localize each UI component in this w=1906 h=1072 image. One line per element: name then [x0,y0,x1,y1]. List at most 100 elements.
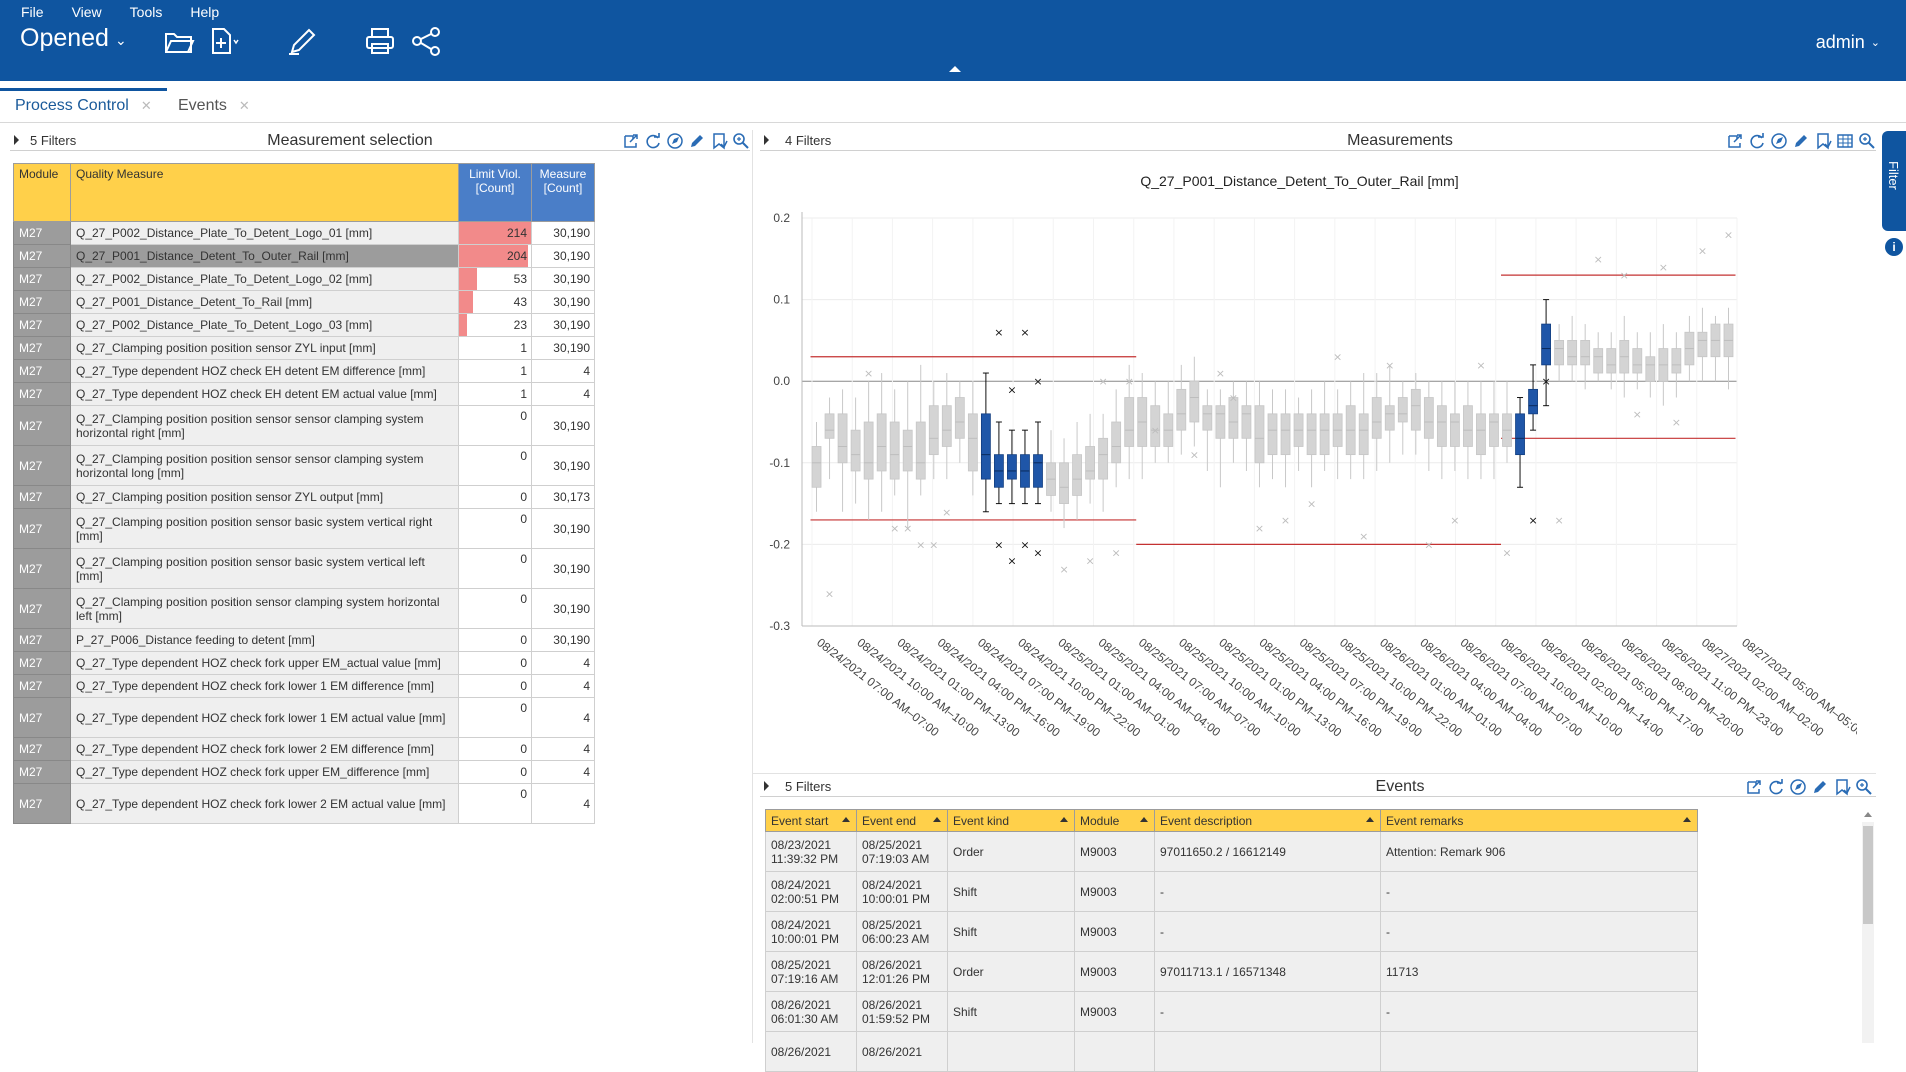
compass-icon[interactable] [1770,132,1788,150]
refresh-icon[interactable] [1767,778,1785,796]
zoom-icon[interactable] [1855,778,1873,796]
table-row[interactable]: 08/26/2021 08/26/2021 [765,1031,1698,1072]
table-row[interactable]: M27 Q_27_Clamping position position senso… [13,445,595,486]
export-icon[interactable] [1726,132,1744,150]
zoom-icon[interactable] [1858,132,1876,150]
panel-divider[interactable] [752,773,1876,774]
measure-count-cell: 30,190 [531,267,595,291]
expand-filters-icon[interactable] [14,135,19,145]
user-menu[interactable]: admin ⌄ [1816,32,1880,53]
table-row[interactable]: M27 Q_27_Clamping position position senso… [13,336,595,360]
col-event-3[interactable]: Module [1074,809,1155,832]
table-row[interactable]: M27 Q_27_Clamping position position senso… [13,485,595,509]
table-row[interactable]: M27 Q_27_P002_Distance_Plate_To_Detent_Lo… [13,313,595,337]
col-measure-count[interactable]: Measure [Count] [531,163,595,222]
sort-icon[interactable] [933,817,941,822]
sort-icon[interactable] [1366,817,1374,822]
edit-icon[interactable] [1811,778,1829,796]
tab-events[interactable]: Events ✕ [163,88,265,122]
event-cell: Order [947,831,1075,872]
table-row[interactable]: M27 Q_27_Type dependent HOZ check fork lo… [13,674,595,698]
col-event-4[interactable]: Event description [1154,809,1381,832]
table-row[interactable]: 08/23/2021 11:39:32 PM 08/25/2021 07:19:0… [765,831,1698,872]
table-row[interactable]: M27 Q_27_P001_Distance_Detent_To_Rail [mm… [13,290,595,314]
table-row[interactable]: M27 Q_27_Clamping position position senso… [13,508,595,549]
sort-icon[interactable] [842,817,850,822]
expand-filters-icon[interactable] [764,135,769,145]
table-row[interactable]: M27 Q_27_Type dependent HOZ check fork up… [13,651,595,675]
filter-count[interactable]: 5 Filters [30,133,77,148]
edit-icon[interactable] [1792,132,1810,150]
bookmark-icon[interactable] [1814,132,1832,150]
filter-count[interactable]: 4 Filters [785,133,832,148]
state-dropdown[interactable]: Opened ⌄ [20,24,127,53]
table-row[interactable]: 08/24/2021 10:00:01 PM 08/25/2021 06:00:2… [765,911,1698,952]
measure-count-cell: 30,190 [531,290,595,314]
quality-measure-cell: Q_27_Type dependent HOZ check fork lower… [70,783,459,824]
table-row[interactable]: M27 Q_27_Type dependent HOZ check fork lo… [13,783,595,824]
table-row[interactable]: M27 Q_27_Type dependent HOZ check EH dete… [13,382,595,406]
col-limit-violations[interactable]: Limit Viol. [Count] [458,163,532,222]
table-row[interactable]: M27 Q_27_Clamping position position senso… [13,405,595,446]
measurements-box-chart: Q_27_P001_Distance_Detent_To_Outer_Rail … [769,173,1857,740]
tab-process-control[interactable]: Process Control ✕ [0,88,167,122]
table-row[interactable]: 08/26/2021 06:01:30 AM 08/26/2021 01:59:5… [765,991,1698,1032]
table-row[interactable]: M27 Q_27_P002_Distance_Plate_To_Detent_Lo… [13,221,595,245]
table-row[interactable]: M27 Q_27_Type dependent HOZ check EH dete… [13,359,595,383]
module-cell: M27 [13,290,71,314]
col-quality-measure[interactable]: Quality Measure [70,163,459,222]
table-row[interactable]: M27 P_27_P006_Distance feeding to detent … [13,628,595,652]
export-icon[interactable] [622,132,640,150]
menu-help[interactable]: Help [190,4,220,20]
table-row[interactable]: M27 Q_27_P002_Distance_Plate_To_Detent_Lo… [13,267,595,291]
zoom-icon[interactable] [732,132,750,150]
col-event-0[interactable]: Event start [765,809,857,832]
bookmark-icon[interactable] [710,132,728,150]
compass-icon[interactable] [666,132,684,150]
open-folder-icon[interactable] [163,26,195,56]
col-event-2[interactable]: Event kind [947,809,1075,832]
scroll-up-icon[interactable] [1864,812,1872,817]
filter-side-tab[interactable]: Filter [1882,131,1906,231]
close-icon[interactable]: ✕ [140,98,152,113]
sort-icon[interactable] [1060,817,1068,822]
sort-icon[interactable] [1140,817,1148,822]
col-event-5[interactable]: Event remarks [1380,809,1698,832]
panel-divider[interactable] [752,130,753,1043]
menu-file[interactable]: File [21,4,44,20]
menu-view[interactable]: View [71,4,102,20]
sort-icon[interactable] [1683,817,1691,822]
new-document-icon[interactable] [208,26,240,56]
share-icon[interactable] [410,26,442,56]
table-row[interactable]: M27 Q_27_Type dependent HOZ check fork lo… [13,737,595,761]
table-row[interactable]: 08/25/2021 07:19:16 AM 08/26/2021 12:01:2… [765,951,1698,992]
table-row[interactable]: M27 Q_27_Type dependent HOZ check fork up… [13,760,595,784]
limit-violation-bar [459,268,477,290]
compass-icon[interactable] [1789,778,1807,796]
table-row[interactable]: M27 Q_27_Clamping position position senso… [13,548,595,589]
edit-icon[interactable] [688,132,706,150]
bookmark-icon[interactable] [1833,778,1851,796]
table-row[interactable]: M27 Q_27_P001_Distance_Detent_To_Outer_Ra… [13,244,595,268]
export-icon[interactable] [1745,778,1763,796]
refresh-icon[interactable] [1748,132,1766,150]
table-row[interactable]: M27 Q_27_Clamping position position senso… [13,588,595,629]
table-icon[interactable] [1836,132,1854,150]
menu-tools[interactable]: Tools [129,4,163,20]
info-icon[interactable]: i [1885,238,1903,256]
collapse-header-icon[interactable] [949,66,961,72]
expand-filters-icon[interactable] [764,781,769,791]
print-icon[interactable] [364,26,396,56]
close-icon[interactable]: ✕ [238,98,250,113]
filter-count[interactable]: 5 Filters [785,779,832,794]
refresh-icon[interactable] [644,132,662,150]
col-event-1[interactable]: Event end [856,809,948,832]
scrollbar-thumb[interactable] [1863,826,1873,924]
table-row[interactable]: M27 Q_27_Type dependent HOZ check fork lo… [13,697,595,738]
col-module[interactable]: Module [13,163,71,222]
edit-pencil-icon[interactable] [286,26,318,56]
events-scrollbar[interactable] [1862,812,1874,1043]
table-row[interactable]: 08/24/2021 02:00:51 PM 08/24/2021 10:00:0… [765,871,1698,912]
module-cell: M27 [13,760,71,784]
limit-violation-cell: 0 [458,508,532,549]
